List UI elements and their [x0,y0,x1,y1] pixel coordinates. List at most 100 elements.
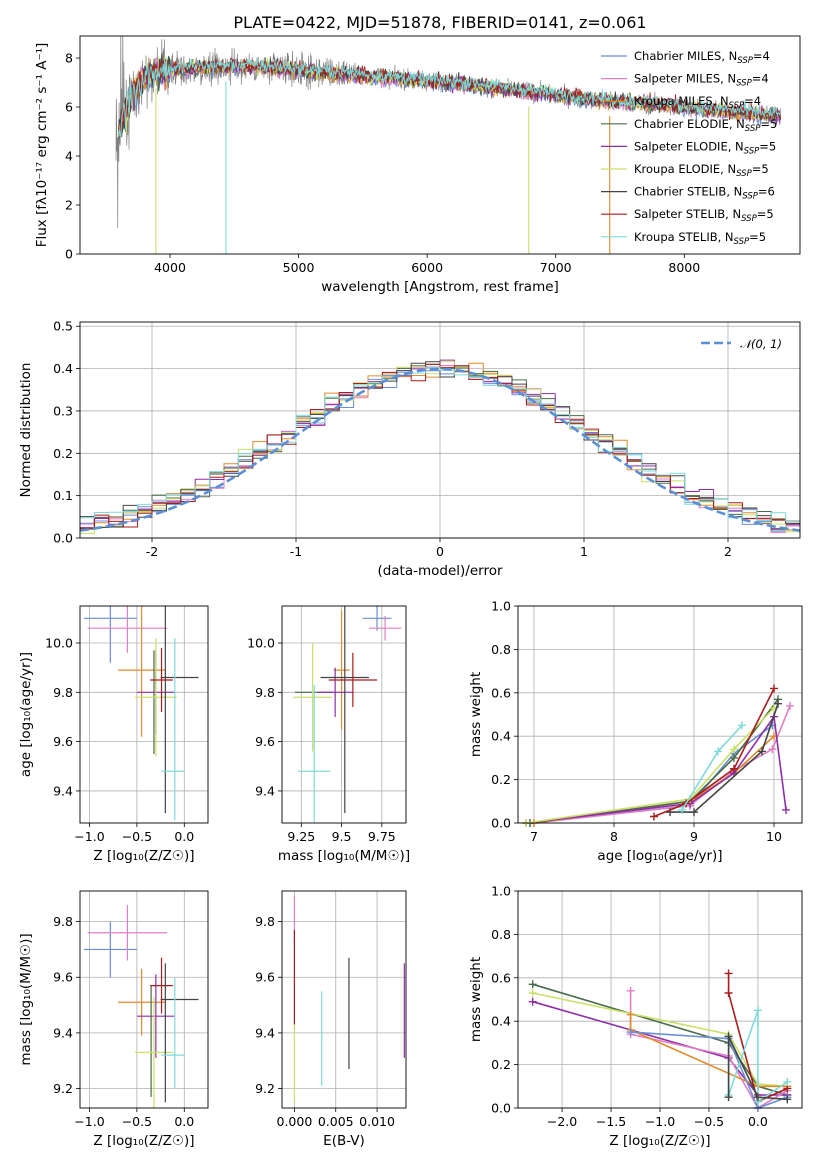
series-marker [753,1006,762,1015]
histogram-kroupa-stelib [80,366,800,522]
ticks: 9.25 9.5 9.75 9.4 9.6 9.8 10.0 [247,635,396,844]
legend-entry: Kroupa ELODIE, NSSP=5 [634,162,769,179]
series-line [727,973,788,1103]
x-tick-label: 0.000 [277,1114,313,1129]
legend-entry: Chabrier STELIB, NSSP=6 [634,185,775,202]
axes-frame [79,35,801,255]
series-marker [626,986,635,995]
y-tick-label: 4 [65,149,73,164]
x-tick-label: 0.005 [318,1114,354,1129]
series-marker [724,988,733,997]
series-marker [730,753,738,762]
x-tick-label: -1 [290,544,302,559]
axes-frame [281,605,407,824]
spectrum-legend: Chabrier MILES, NSSP=4 Salpeter MILES, NS… [601,49,777,247]
legend-entry: Chabrier MILES, NSSP=4 [634,49,770,66]
chart-z-weight: −2.0 −1.5 −1.0 −0.5 0.0 0.0 0.2 0.4 0.6 0.8 1.0 Z [… [468,884,803,1149]
x-axis-label: age [log₁₀(age/yr)] [597,848,722,864]
chart-ebv-mass: 0.000 0.005 0.010 9.2 9.4 9.6 9.8 E(B-V) [255,890,407,1149]
y-axis-label: mass weight [468,672,484,757]
x-tick-label: 0.010 [359,1114,395,1129]
legend-entry: 𝒩(0, 1) [740,337,782,351]
y-tick-label: 9.8 [53,914,73,929]
series-marker [650,812,658,821]
y-tick-label: 8 [65,51,73,66]
ticks: 4000 5000 6000 7000 8000 0 2 4 6 8 [65,51,700,275]
series-marker [774,699,782,708]
y-tick-label: 9.4 [53,783,73,798]
y-tick-label: 0.8 [491,642,511,657]
axes-frame [79,890,209,1109]
x-tick-label: 1 [580,544,588,559]
y-axis-label: Flux [fλ10⁻¹⁷ erg cm⁻² s⁻¹ A⁻¹] [34,43,50,248]
ticks: −1.0 −0.5 0.0 9.2 9.4 9.6 9.8 [53,914,194,1129]
x-axis-label: wavelength [Angstrom, rest frame] [321,279,559,295]
chart-z-age: −1.0 −0.5 0.0 9.4 9.6 9.8 10.0 Z [log₁₀(Z/Z☉)] a… [18,605,209,864]
series-marker [770,684,778,693]
y-tick-label: 6 [65,100,73,115]
x-tick-label: 5000 [283,260,315,275]
x-tick-label: 9 [690,829,698,844]
y-tick-label: 9.6 [255,734,275,749]
x-tick-label: 8000 [668,260,700,275]
x-axis-label: Z [log₁₀(Z/Z☉)] [609,1133,710,1149]
series-marker [626,1028,635,1037]
y-tick-label: 9.8 [255,914,275,929]
model-kroupa-stelib [118,57,781,137]
axes-frame [79,321,801,539]
x-tick-label: -2 [146,544,158,559]
y-tick-label: 1.0 [491,884,511,899]
axes-frame [517,605,803,824]
y-tick-label: 9.8 [255,685,275,700]
x-tick-label: −2.0 [547,1114,577,1129]
x-tick-label: 7 [530,829,538,844]
y-tick-label: 10.0 [45,635,73,650]
series-marker [753,1093,762,1102]
series-line [525,707,775,823]
x-tick-label: −1.0 [74,829,104,844]
series-marker [768,745,777,754]
ticks: −2.0 −1.5 −1.0 −0.5 0.0 0.0 0.2 0.4 0.6 0.8 1.0 [491,884,768,1130]
ticks: 0.000 0.005 0.010 9.2 9.4 9.6 9.8 [255,914,395,1129]
x-tick-label: 6000 [411,260,443,275]
x-tick-label: 10 [766,829,782,844]
y-tick-label: 10.0 [247,635,275,650]
x-tick-label: 9.25 [287,829,315,844]
series-marker [730,764,738,773]
series-marker [730,745,738,754]
series-marker [528,980,537,989]
series-line [629,1014,788,1088]
x-tick-label: 9.75 [368,829,396,844]
legend-entry: Salpeter ELODIE, NSSP=5 [634,139,776,156]
series-line [727,1036,788,1101]
histogram-salpeter-stelib [80,363,800,529]
y-tick-label: 0.0 [53,531,73,546]
series-line [630,1031,788,1108]
x-tick-label: 0.0 [748,1114,768,1129]
y-tick-label: 0.3 [53,403,73,418]
legend-entry: Kroupa STELIB, NSSP=5 [634,230,766,247]
y-tick-label: 9.2 [255,1081,275,1096]
y-tick-label: 9.6 [255,970,275,985]
x-tick-label: 0.0 [174,829,194,844]
series-marker [782,805,790,814]
y-tick-label: 0.0 [491,1101,511,1116]
x-tick-label: 0 [436,544,444,559]
axes-frame [517,890,803,1109]
axes-frame [79,605,209,824]
y-tick-label: 9.8 [53,685,73,700]
y-tick-label: 1.0 [491,599,511,614]
y-tick-label: 0.5 [53,319,73,334]
y-axis-label: mass weight [468,957,484,1042]
x-tick-label: 0.0 [174,1114,194,1129]
chart-z-mass: −1.0 −0.5 0.0 9.2 9.4 9.6 9.8 Z [log₁₀(Z/Z☉)] ma… [18,890,209,1149]
y-tick-label: 2 [65,198,73,213]
chart-residuals: -2 -1 0 1 2 0.0 0.1 0.2 0.3 0.4 0.5 (data-model)/er… [18,319,801,579]
series-marker [690,808,698,817]
ticks: -2 -1 0 1 2 0.0 0.1 0.2 0.3 0.4 0.5 [53,319,732,559]
chart-spectrum: 4000 5000 6000 7000 8000 0 2 4 6 8 wavelength [Ang… [34,35,801,295]
series-marker [724,1032,733,1041]
y-tick-label: 0.2 [53,446,73,461]
y-tick-label: 9.4 [255,783,275,798]
